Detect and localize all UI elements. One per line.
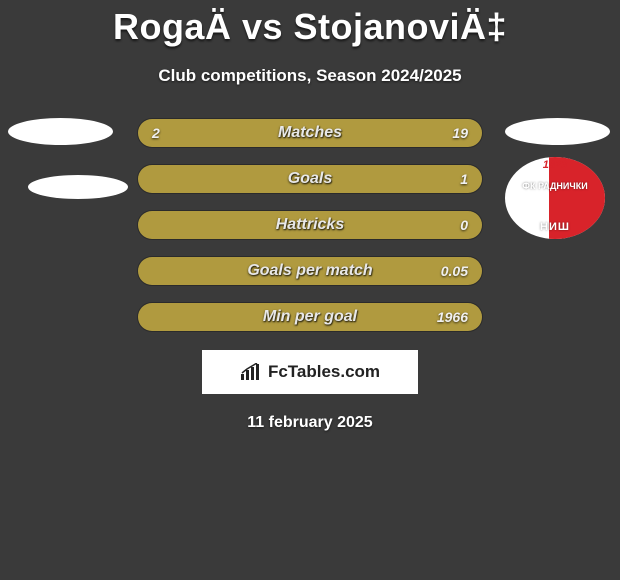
stat-bar: Goals1 (137, 164, 483, 194)
right-player-placeholder: 1923 ФК РАДНИЧКИ НИШ (505, 118, 610, 239)
stat-bar: Goals per match0.05 (137, 256, 483, 286)
bar-right-value: 1 (460, 165, 468, 193)
bar-right-value: 0 (460, 211, 468, 239)
badge-city: НИШ (505, 221, 605, 233)
club-badge: 1923 ФК РАДНИЧКИ НИШ (505, 157, 605, 239)
bar-right-value: 0.05 (441, 257, 468, 285)
stat-bar: Hattricks0 (137, 210, 483, 240)
badge-club-name: ФК РАДНИЧКИ (505, 181, 605, 192)
left-player-placeholder (8, 118, 128, 199)
stat-bar: 2Matches19 (137, 118, 483, 148)
footer-brand: FcTables.com (202, 350, 418, 394)
ellipse-shape (8, 118, 113, 145)
badge-year: 1923 (543, 159, 567, 171)
bar-right-value: 1966 (437, 303, 468, 331)
bar-right-value: 19 (452, 119, 468, 147)
stat-bars: 2Matches19 Goals1 Hattricks0 Goals per matc… (137, 118, 483, 332)
bar-label: Matches (138, 119, 482, 147)
chart-icon (240, 363, 262, 381)
bar-label: Min per goal (138, 303, 482, 331)
bar-label: Goals (138, 165, 482, 193)
bar-label: Goals per match (138, 257, 482, 285)
ellipse-shape (505, 118, 610, 145)
page-title: RogaÄ vs StojanoviÄ‡ (0, 0, 620, 48)
subtitle: Club competitions, Season 2024/2025 (0, 66, 620, 86)
bar-label: Hattricks (138, 211, 482, 239)
date-label: 11 february 2025 (0, 414, 620, 432)
ellipse-shape (28, 175, 128, 199)
footer-brand-text: FcTables.com (268, 362, 380, 382)
stats-container: 1923 ФК РАДНИЧКИ НИШ 2Matches19 Goals1 Hat… (0, 118, 620, 332)
stat-bar: Min per goal1966 (137, 302, 483, 332)
